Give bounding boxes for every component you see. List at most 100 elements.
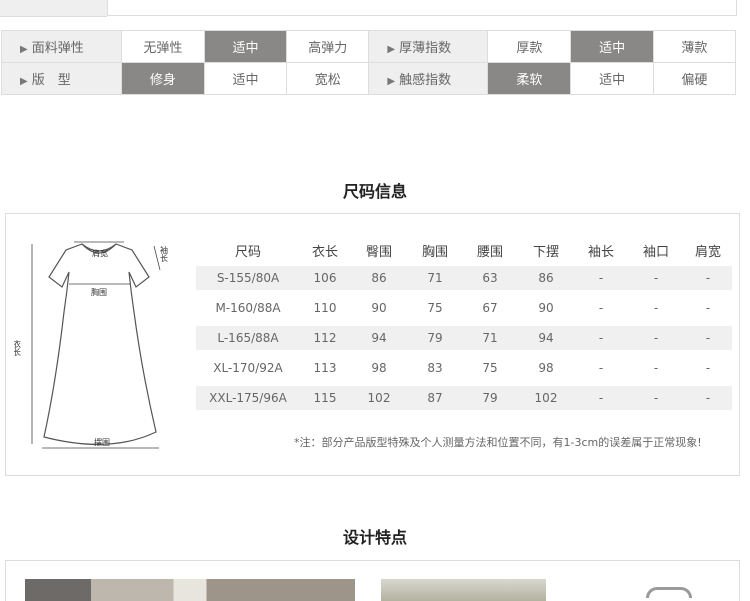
attribute-option: 偏硬 <box>652 62 737 95</box>
size-column-header: 胸围 <box>421 244 448 260</box>
size-value-cell: - <box>653 301 659 315</box>
attribute-option-selected: 适中 <box>570 30 654 63</box>
size-value-cell: 75 <box>427 301 443 315</box>
attribute-label: ▶ 厚薄指数 <box>368 30 489 63</box>
size-column-header: 肩宽 <box>694 244 721 260</box>
size-row: XXL-175/96A 115 102 87 79 102- - - <box>196 386 732 410</box>
dress-outline <box>43 243 157 445</box>
size-value-cell: 106 <box>300 266 350 290</box>
size-row: L-165/88A 112 94 79 71 94- - - <box>196 326 732 350</box>
size-value-cell: - <box>628 266 684 290</box>
size-info-title: 尺码信息 <box>342 182 407 201</box>
sleeve-label: 袖长 <box>160 245 169 263</box>
size-row: S-155/80A 106 86 71 63 86- - - <box>196 266 732 290</box>
attribute-option: 高弹力 <box>286 30 370 63</box>
attribute-option: 宽松 <box>286 62 370 95</box>
size-value-cell: 102 <box>350 386 408 410</box>
size-value-cell: 90 <box>538 301 554 315</box>
attribute-label: ▶ 版 型 <box>1 62 122 95</box>
attribute-option: 薄款 <box>652 30 737 63</box>
attribute-option-selected: 适中 <box>203 30 288 63</box>
size-value-cell: 98 <box>538 361 554 375</box>
size-code-cell: S-155/80A <box>196 266 300 290</box>
size-code-cell: XL-170/92A <box>213 361 283 375</box>
size-code-cell: L-165/88A <box>196 326 300 350</box>
size-value-cell: 75 <box>482 361 498 375</box>
feature-photo-1 <box>25 579 355 601</box>
attribute-label: ▶ 触感指数 <box>368 62 489 95</box>
size-value-cell: - <box>628 386 684 410</box>
triangle-right-icon: ▶ <box>387 44 396 55</box>
size-value-cell: - <box>598 301 604 315</box>
attribute-option-selected: 柔软 <box>487 62 572 95</box>
attribute-option-selected: 修身 <box>120 62 205 95</box>
triangle-right-icon: ▶ <box>20 76 28 87</box>
dress-measurement-diagram: 肩宽 胸围 摆围 衣长 袖长 <box>14 241 169 449</box>
shoulder-label: 肩宽 <box>92 248 108 258</box>
size-value-cell: 87 <box>408 386 462 410</box>
size-column-header: 腰围 <box>476 244 503 260</box>
size-value-cell: 79 <box>462 386 518 410</box>
size-value-cell: 113 <box>313 361 337 375</box>
size-value-cell: 115 <box>300 386 350 410</box>
size-column-header: 袖长 <box>587 244 614 260</box>
size-column-header: 衣长 <box>311 244 338 260</box>
chest-label: 胸围 <box>91 287 107 297</box>
attribute-label: ▶ 面料弹性 <box>1 30 122 63</box>
size-value-cell: 83 <box>427 361 443 375</box>
size-value-cell: 71 <box>408 266 462 290</box>
size-value-cell: 98 <box>371 361 387 375</box>
size-value-cell: 112 <box>300 326 350 350</box>
design-features-title: 设计特点 <box>342 528 407 547</box>
size-column-header: 下摆 <box>532 244 559 260</box>
size-value-cell: - <box>574 266 628 290</box>
size-value-cell: 63 <box>462 266 518 290</box>
size-row: M-160/88A 110 90 75 67 90 - - - <box>196 296 732 320</box>
previous-section-edge <box>0 0 737 17</box>
attribute-row: ▶ 面料弹性 无弹性 适中 高弹力 ▶ 厚薄指数 厚款 适中 薄款 <box>1 30 737 63</box>
feature-photo-2 <box>381 579 546 601</box>
size-column-header: 臀围 <box>365 244 392 260</box>
size-value-cell: 67 <box>482 301 498 315</box>
attribute-option: 适中 <box>570 62 654 95</box>
size-code-cell: M-160/88A <box>215 301 281 315</box>
triangle-right-icon: ▶ <box>20 44 28 55</box>
size-value-cell: - <box>598 361 604 375</box>
size-value-cell: 102 <box>518 386 574 410</box>
size-value-cell: 90 <box>371 301 387 315</box>
size-value-cell: - <box>574 326 628 350</box>
size-value-cell: - <box>684 326 732 350</box>
attribute-row: ▶ 版 型修身 适中 宽松 ▶ 触感指数 柔软 适中 偏硬 <box>1 62 737 95</box>
size-code-cell: XXL-175/96A <box>196 386 300 410</box>
size-value-cell: - <box>684 266 732 290</box>
neckline <box>81 243 117 254</box>
attribute-option: 厚款 <box>487 30 572 63</box>
size-value-cell: 86 <box>350 266 408 290</box>
size-value-cell: 79 <box>408 326 462 350</box>
size-value-cell: - <box>574 386 628 410</box>
size-info-panel: 肩宽 胸围 摆围 衣长 袖长 尺码 衣长 臀围 胸围 腰围 下摆 袖长 袖口 肩宽 S-155/… <box>5 213 740 476</box>
size-value-cell: 94 <box>350 326 408 350</box>
length-label: 衣长 <box>14 339 22 357</box>
triangle-right-icon: ▶ <box>387 76 396 87</box>
sleeve-arrow <box>153 245 161 271</box>
size-row: XL-170/92A 113 98 83 75 98 - - - <box>196 356 732 380</box>
size-value-cell: 86 <box>518 266 574 290</box>
size-value-cell: 71 <box>462 326 518 350</box>
size-value-cell: - <box>705 361 711 375</box>
size-column-header: 尺码 <box>234 244 261 260</box>
fabric-attributes-table: ▶ 面料弹性 无弹性 适中 高弹力 ▶ 厚薄指数 厚款 适中 薄款 ▶ 版 型修身 适中 宽松 ▶ 触感指数柔… <box>1 30 737 95</box>
design-features-panel <box>5 560 740 601</box>
measurement-note: *注：部分产品版型特殊及个人测量方法和位置不同，有1-3cm的误差属于正常现象! <box>294 436 702 449</box>
size-value-cell: - <box>653 361 659 375</box>
size-value-cell: - <box>705 301 711 315</box>
attribute-option: 无弹性 <box>120 30 205 63</box>
size-value-cell: 110 <box>313 301 337 315</box>
attribute-option: 适中 <box>203 62 288 95</box>
size-value-cell: - <box>684 386 732 410</box>
hem-label: 摆围 <box>94 437 110 447</box>
size-value-cell: 94 <box>518 326 574 350</box>
size-column-header: 袖口 <box>642 244 669 260</box>
size-value-cell: - <box>628 326 684 350</box>
size-chart-table: 尺码 衣长 臀围 胸围 腰围 下摆 袖长 袖口 肩宽 S-155/80A 106 86 71 63 86-… <box>196 234 732 416</box>
